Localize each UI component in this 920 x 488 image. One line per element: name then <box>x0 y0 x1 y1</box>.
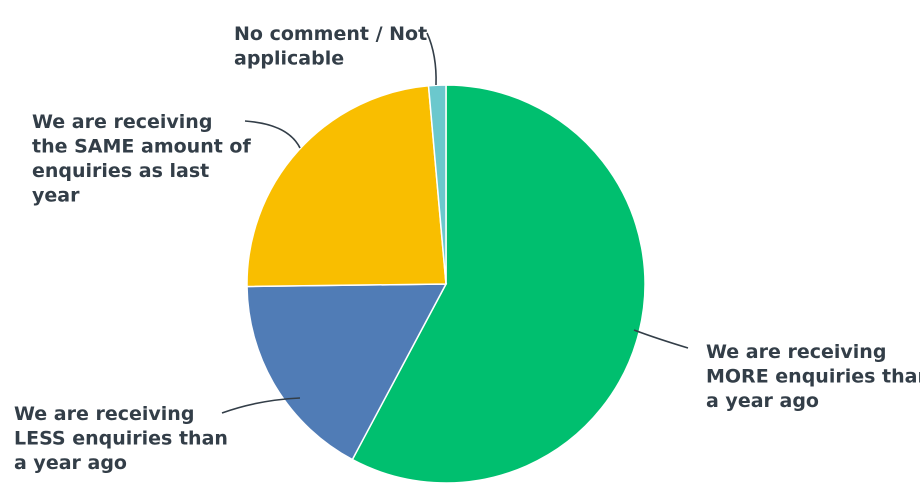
label-line: a year ago <box>706 390 819 412</box>
slice-less <box>246 283 448 461</box>
slice-no-comment <box>427 84 447 285</box>
label-line: MORE enquiries than <box>706 366 920 388</box>
label-line: enquiries as last <box>32 160 209 182</box>
label-more: We are receiving MORE enquiries than a yea… <box>706 341 920 412</box>
label-less: We are receiving LESS enquiries than a yea… <box>14 403 228 474</box>
label-line: No comment / Not <box>234 23 427 45</box>
label-line: a year ago <box>14 452 127 474</box>
label-line: We are receiving <box>14 403 194 425</box>
label-line: applicable <box>234 48 344 70</box>
label-line: We are receiving <box>706 341 886 363</box>
leader-line <box>244 120 301 149</box>
leader-line <box>221 397 301 414</box>
label-line: year <box>32 185 80 207</box>
leader-line <box>633 329 689 349</box>
label-same: We are receiving the SAME amount of enquir… <box>32 111 251 207</box>
leader-lines <box>221 32 689 414</box>
label-no-comment: No comment / Not applicable <box>234 23 427 70</box>
slice-labels: We are receiving MORE enquiries than a yea… <box>14 23 920 474</box>
pie-slices <box>246 84 646 484</box>
leader-line <box>426 32 437 86</box>
label-line: the SAME amount of <box>32 136 251 158</box>
label-line: LESS enquiries than <box>14 428 228 450</box>
slice-same <box>246 84 447 288</box>
label-line: We are receiving <box>32 111 212 133</box>
